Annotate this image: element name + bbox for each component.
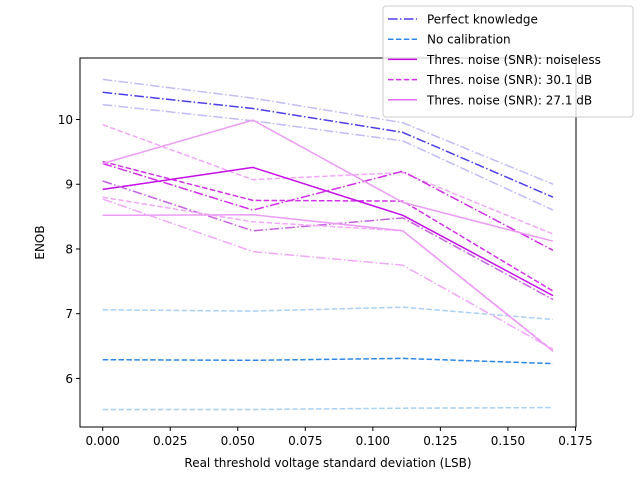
series-line-3 bbox=[102, 103, 554, 211]
series-line-13 bbox=[102, 198, 554, 350]
series-line-15 bbox=[102, 213, 554, 352]
legend-box bbox=[382, 5, 634, 118]
plot-area bbox=[80, 58, 576, 427]
x-tick-label: 0.025 bbox=[153, 434, 187, 448]
x-tick-label: 0.150 bbox=[491, 434, 525, 448]
y-axis-label: ENOB bbox=[33, 225, 47, 259]
series-line-14 bbox=[102, 119, 554, 242]
legend-label: Perfect knowledge bbox=[427, 13, 538, 27]
x-tick-label: 0.000 bbox=[86, 434, 120, 448]
series-line-2 bbox=[102, 91, 554, 198]
legend: Perfect knowledge No calibration Thres. no… bbox=[382, 5, 634, 118]
x-tick-label: 0.125 bbox=[423, 434, 457, 448]
legend-label: Thres. noise (SNR): 27.1 dB bbox=[426, 93, 592, 107]
x-axis-label: Real threshold voltage standard deviatio… bbox=[184, 456, 471, 470]
series-line-6 bbox=[102, 406, 554, 411]
series-line-5 bbox=[102, 357, 554, 365]
plot-frame bbox=[79, 57, 577, 428]
legend-label: Thres. noise (SNR): noiseless bbox=[426, 53, 601, 67]
series-line-8 bbox=[102, 160, 554, 292]
series-layer bbox=[102, 78, 554, 411]
y-tick-label: 7 bbox=[65, 307, 73, 321]
series-line-10 bbox=[102, 166, 554, 297]
x-tick-label: 0.050 bbox=[221, 434, 255, 448]
legend-label: Thres. noise (SNR): 30.1 dB bbox=[426, 73, 592, 87]
series-line-11 bbox=[102, 180, 554, 301]
series-line-7 bbox=[102, 123, 554, 235]
y-tick-label: 8 bbox=[65, 242, 73, 256]
series-line-1 bbox=[102, 78, 554, 185]
x-axis: 0.000 0.025 0.050 0.075 0.100 0.125 0.150 0.175 bbox=[86, 427, 593, 448]
x-tick-label: 0.100 bbox=[356, 434, 390, 448]
y-tick-label: 10 bbox=[58, 113, 73, 127]
y-tick-label: 9 bbox=[65, 178, 73, 192]
x-tick-label: 0.175 bbox=[558, 434, 592, 448]
legend-label: No calibration bbox=[427, 33, 511, 47]
x-tick-label: 0.075 bbox=[288, 434, 322, 448]
y-tick-label: 6 bbox=[65, 372, 73, 386]
y-axis: 6 7 8 9 10 bbox=[58, 113, 80, 386]
series-line-4 bbox=[102, 306, 554, 321]
